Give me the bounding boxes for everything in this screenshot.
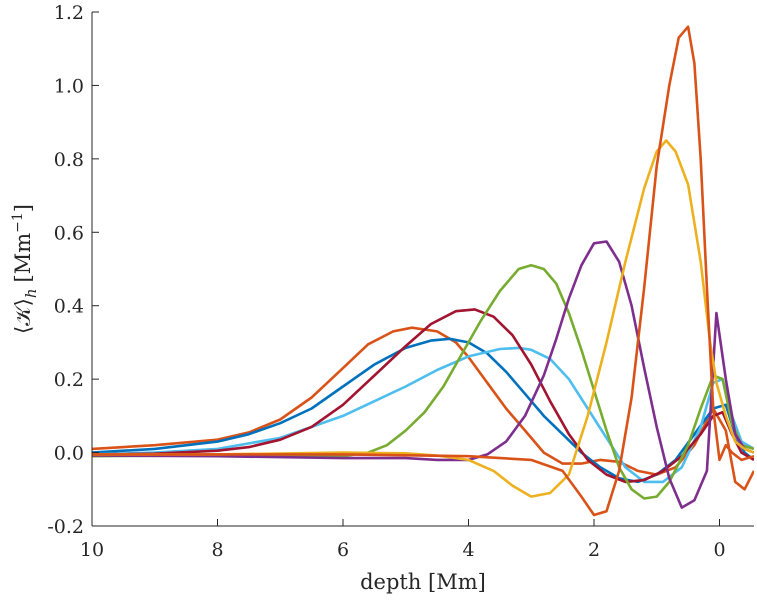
y-tick-label: 0.0	[54, 443, 84, 465]
y-ticks: -0.2 0.0 0.2 0.4 0.6 0.8 1.0 1.2	[47, 2, 99, 538]
series-line-series-8-vermilion	[92, 25, 754, 517]
series-line-series-5-green	[92, 263, 754, 500]
x-tick-label: 2	[588, 539, 600, 561]
y-tick-label: 1.0	[54, 75, 84, 97]
y-tick-label: -0.2	[47, 516, 84, 538]
y-axis-title-sup: −1	[10, 212, 26, 233]
x-ticks: 10 8 6 4 2 0	[80, 519, 726, 561]
x-tick-label: 4	[462, 539, 474, 561]
series-line-series-4-darkred	[92, 308, 754, 484]
x-tick-label: 0	[713, 539, 725, 561]
plot-background	[92, 12, 754, 526]
y-tick-label: 0.2	[54, 369, 84, 391]
y-axis-title-main: ⟨𝒦⟩	[11, 298, 35, 334]
x-tick-label: 10	[80, 539, 104, 561]
y-axis-title: ⟨𝒦⟩h [Mm−1]	[10, 204, 40, 334]
series-lines	[92, 25, 754, 517]
y-axis-title-units: [Mm	[11, 233, 35, 283]
y-axis-title-close: ]	[11, 204, 35, 212]
x-axis-title: depth [Mm]	[360, 570, 486, 594]
y-tick-label: 0.8	[54, 149, 84, 171]
x-tick-label: 6	[337, 539, 349, 561]
y-tick-label: 0.4	[54, 296, 84, 318]
y-tick-label: 1.2	[54, 2, 84, 24]
y-tick-label: 0.6	[54, 222, 84, 244]
y-axis-title-sub: h	[22, 288, 40, 298]
x-tick-label: 8	[211, 539, 223, 561]
